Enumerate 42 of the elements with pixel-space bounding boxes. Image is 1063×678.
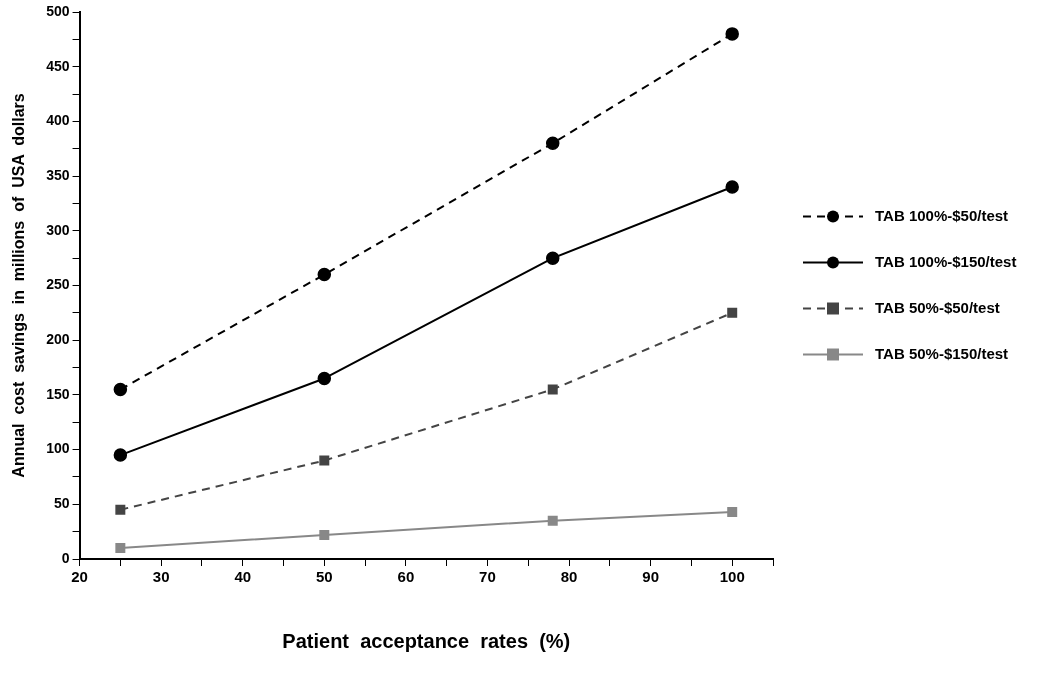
y-tick-label: 0	[61, 549, 70, 566]
point	[317, 371, 332, 386]
point	[725, 27, 739, 41]
point	[727, 307, 738, 318]
point	[113, 382, 128, 397]
point	[115, 543, 126, 554]
y-tick-label: 450	[46, 57, 70, 74]
point	[113, 448, 128, 462]
point	[727, 506, 738, 517]
point	[725, 180, 739, 194]
legend-label: TAB 100%-$150/test	[875, 252, 1017, 270]
point	[115, 504, 126, 515]
y-tick-label: 500	[46, 2, 70, 19]
y-tick-label: 400	[46, 112, 70, 129]
x-tick-label: 80	[560, 568, 578, 586]
point	[545, 251, 560, 265]
x-tick-label: 50	[315, 568, 333, 586]
legend-label: TAB 100%-$50/test	[875, 206, 1009, 224]
y-tick-label: 350	[46, 166, 70, 183]
x-tick-label: 70	[479, 568, 496, 586]
x-tick-label: 40	[234, 568, 252, 586]
y-tick-label: 150	[46, 385, 70, 402]
x-tick-label: 60	[397, 568, 415, 586]
y-axis-title: Annual cost savings in millions of USA dollars	[10, 93, 28, 478]
x-tick-label: 20	[71, 568, 88, 586]
legend-label: TAB 50%-$150/test	[875, 344, 1009, 362]
y-tick-label: 300	[46, 221, 70, 238]
x-tick-label: 90	[642, 568, 659, 586]
point	[319, 455, 330, 466]
y-tick-label: 250	[46, 276, 70, 293]
point	[547, 515, 558, 526]
x-tick-label: 30	[152, 568, 170, 586]
point	[545, 136, 560, 151]
x-axis-title: Patient acceptance rates (%)	[282, 629, 571, 652]
y-tick-label: 100	[46, 440, 70, 457]
point	[319, 529, 330, 540]
point	[317, 267, 332, 282]
y-tick-label: 200	[46, 331, 70, 348]
point	[547, 384, 558, 395]
y-tick-label: 50	[53, 495, 70, 512]
legend-label: TAB 50%-$50/test	[875, 298, 1000, 316]
x-tick-label: 100	[719, 568, 745, 586]
